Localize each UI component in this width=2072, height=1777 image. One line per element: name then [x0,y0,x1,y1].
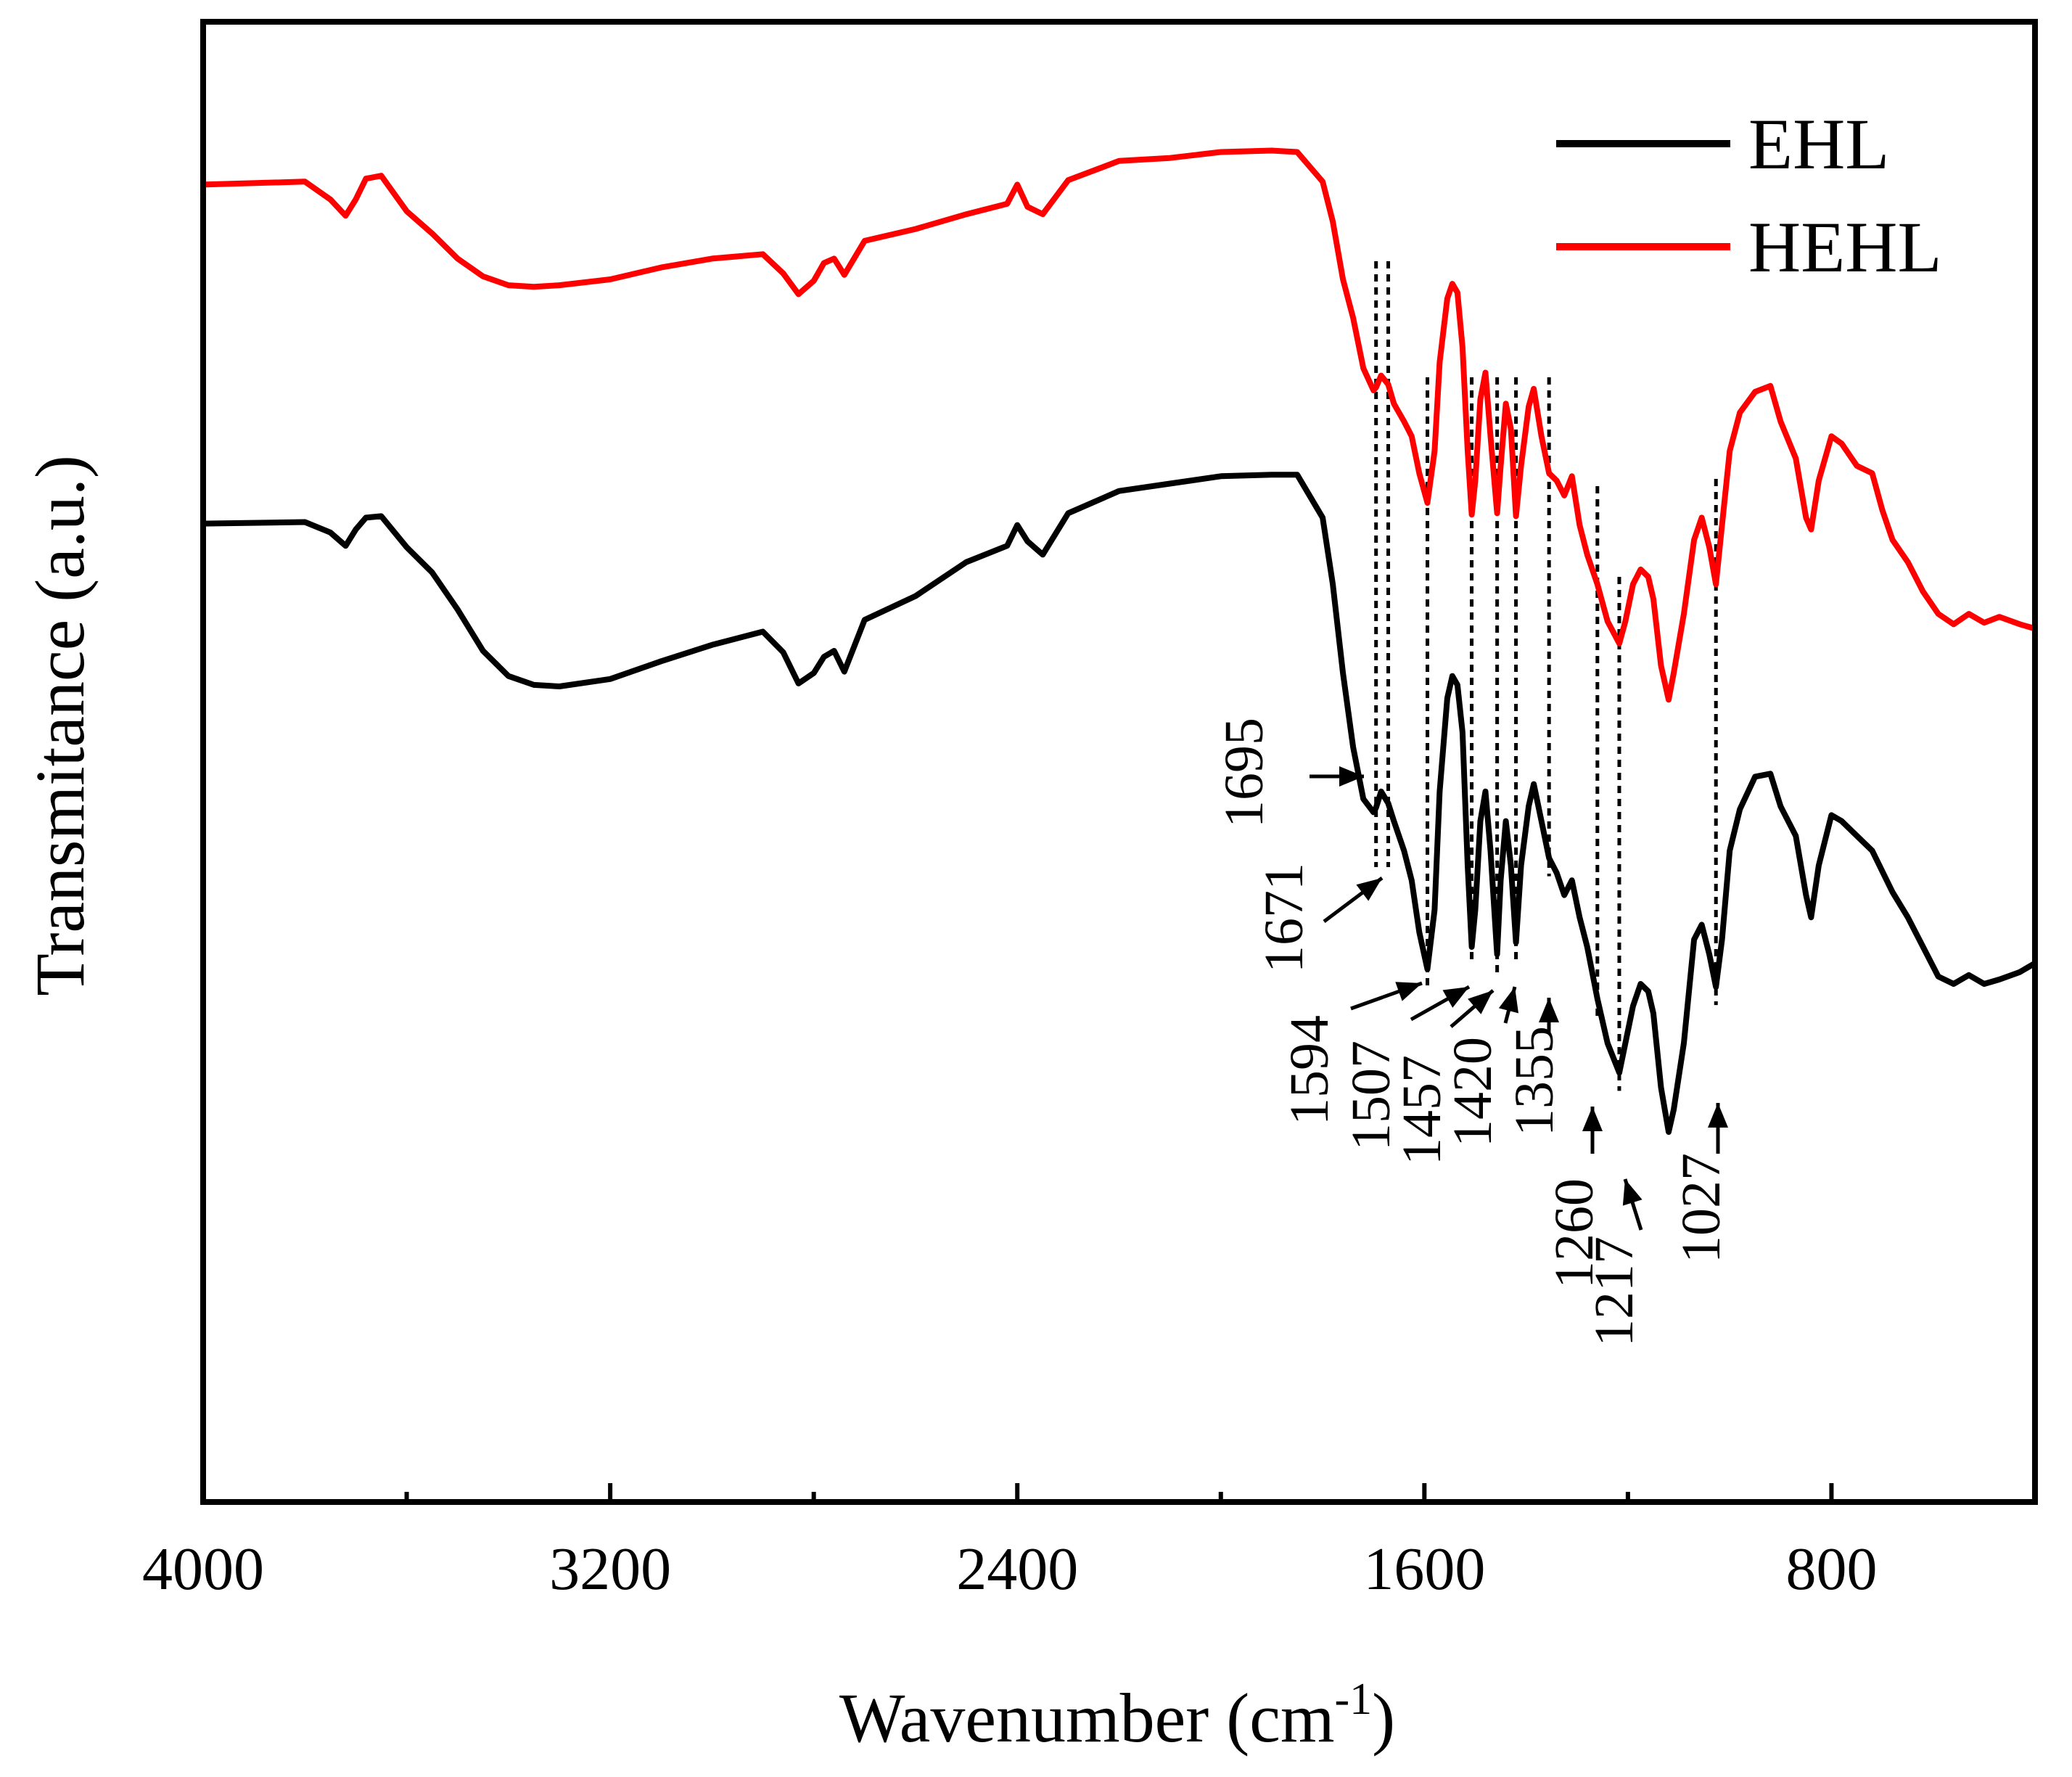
peak-label-1594: 1594 [1279,1015,1340,1125]
y-axis-title: Transmitance (a.u.) [21,455,99,996]
peak-label-1217: 1217 [1584,1236,1645,1347]
peak-arrow-head-1355 [1539,998,1559,1022]
peak-label-1355: 1355 [1504,1026,1565,1136]
legend-label-ehl: EHL [1748,104,1889,184]
x-axis-ticks [201,1483,1834,1502]
series-line-ehl [202,472,2037,1135]
peak-arrow-head-1695 [1339,766,1364,787]
x-tick-label-4000: 4000 [142,1535,264,1603]
peak-label-1420: 1420 [1442,1037,1503,1147]
plot-frame [200,19,2038,1505]
peak-arrow-head-1671 [1356,878,1382,901]
peak-label-1027: 1027 [1671,1153,1732,1263]
peak-label-1671: 1671 [1254,863,1315,973]
x-axis-title-suffix: ) [1372,1679,1395,1757]
legend-label-hehl: HEHL [1748,207,1942,287]
peak-arrow-head-1594 [1395,982,1422,1001]
series-layer [202,147,2037,1135]
peak-arrow-head-1507 [1442,987,1469,1008]
peak-arrow-head-1217 [1622,1179,1643,1206]
peak-label-1260: 1260 [1544,1178,1605,1289]
x-tick-label-3200: 3200 [549,1535,671,1603]
peak-label-1457: 1457 [1391,1055,1452,1165]
x-axis-tick-labels: 4000 3200 2400 1600 800 [142,1535,1877,1603]
x-tick-label-2400: 2400 [956,1535,1078,1603]
series-line-hehl [202,147,2036,703]
peak-arrow-head-1260 [1582,1107,1603,1131]
peak-arrow-head-1457 [1468,990,1493,1014]
legend: EHL HEHL [1556,104,1942,287]
x-axis-title: Wavenumber (cm-1) [839,1675,1395,1757]
peak-label-1695: 1695 [1214,718,1275,828]
x-axis-title-superscript: -1 [1335,1675,1373,1724]
peak-label-1507: 1507 [1341,1041,1402,1151]
x-tick-label-1600: 1600 [1363,1535,1485,1603]
x-tick-label-800: 800 [1785,1535,1877,1603]
peak-arrow-head-1420 [1498,987,1518,1014]
peak-arrow-head-1027 [1708,1103,1728,1128]
